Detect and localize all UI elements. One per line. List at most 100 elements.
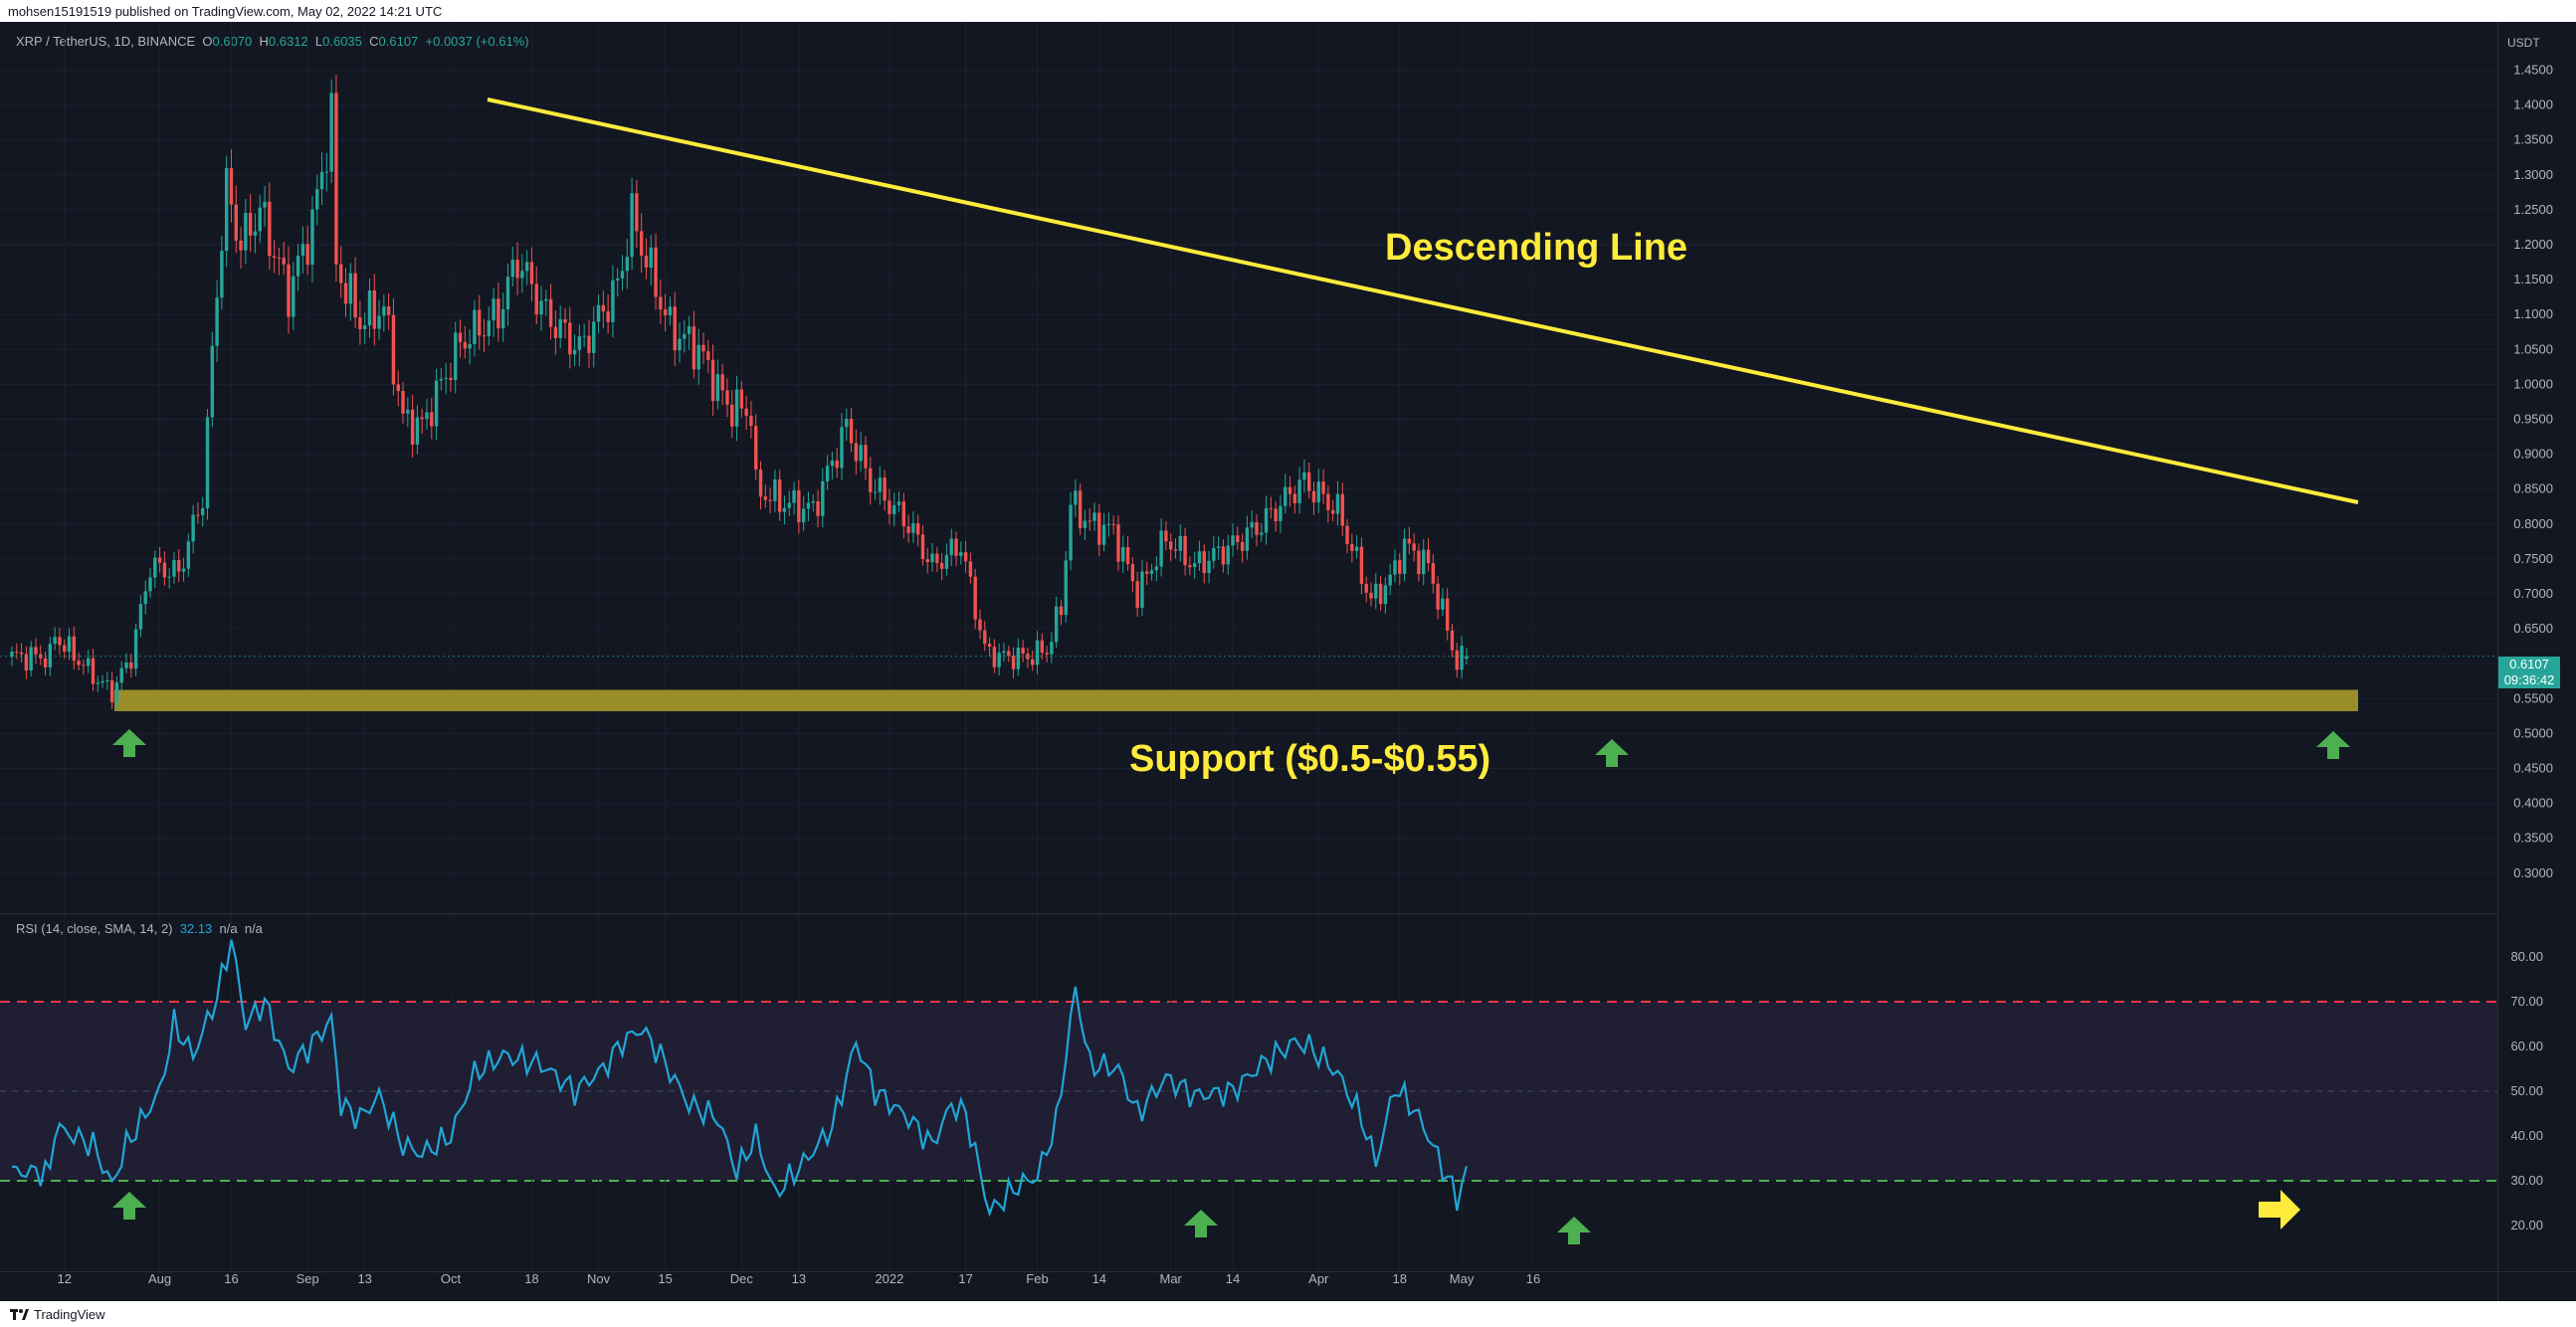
candle-body bbox=[15, 652, 19, 654]
candle-body bbox=[129, 662, 133, 669]
candle-body bbox=[821, 480, 825, 516]
candle-body bbox=[1417, 550, 1421, 575]
rsi-na-1: n/a bbox=[219, 921, 238, 936]
candle-body bbox=[277, 257, 282, 259]
descending-trendline bbox=[487, 97, 2359, 504]
candle-body bbox=[339, 264, 343, 284]
candle-body bbox=[1069, 504, 1073, 561]
candle-body bbox=[730, 404, 734, 427]
candle-body bbox=[568, 322, 572, 355]
candle-body bbox=[478, 309, 482, 336]
candle-body bbox=[334, 93, 338, 265]
candle-body bbox=[630, 193, 634, 258]
price-tick-label: 1.0000 bbox=[2513, 376, 2553, 391]
candle-body bbox=[300, 244, 305, 256]
candle-body bbox=[1231, 535, 1235, 546]
close-value: 0.6107 bbox=[378, 34, 419, 49]
candle-body bbox=[515, 260, 519, 279]
candle-body bbox=[896, 501, 901, 505]
candle-body bbox=[572, 349, 577, 355]
candle-body bbox=[692, 326, 696, 370]
candle-body bbox=[587, 335, 591, 353]
candle-body bbox=[544, 298, 548, 301]
candle-body bbox=[367, 289, 372, 326]
price-tick-label: 0.7500 bbox=[2513, 551, 2553, 566]
candle-body bbox=[654, 247, 658, 297]
candle-body bbox=[1216, 546, 1221, 548]
up-arrow-icon bbox=[2316, 731, 2350, 759]
time-tick-label: Aug bbox=[148, 1271, 171, 1286]
candle-body bbox=[224, 168, 229, 252]
candle-body bbox=[768, 499, 772, 501]
candle-body bbox=[782, 507, 787, 512]
candle-body bbox=[1088, 520, 1091, 522]
current-price: 0.6107 bbox=[2509, 657, 2549, 671]
candle-body bbox=[415, 417, 420, 445]
candle-body bbox=[138, 604, 143, 630]
time-tick-label: 2022 bbox=[875, 1271, 903, 1286]
candle-body bbox=[1240, 541, 1245, 551]
candle-body bbox=[1154, 566, 1159, 571]
candle-body bbox=[1040, 640, 1044, 654]
high-value: 0.6312 bbox=[268, 34, 308, 49]
price-axis-border bbox=[2497, 22, 2498, 1301]
candle-body bbox=[1045, 653, 1049, 655]
candle-body bbox=[787, 502, 791, 508]
candle-body bbox=[758, 470, 763, 497]
candle-body bbox=[1402, 538, 1407, 574]
candle-body bbox=[878, 477, 883, 492]
low-label: L bbox=[314, 34, 323, 49]
candle-body bbox=[1245, 527, 1250, 551]
candle-body bbox=[845, 419, 849, 428]
price-tick-label: 0.7000 bbox=[2513, 586, 2553, 601]
candle-body bbox=[1192, 563, 1197, 568]
candle-body bbox=[91, 658, 96, 684]
up-arrow-icon bbox=[1557, 1217, 1591, 1244]
candle-body bbox=[268, 201, 272, 257]
candle-body bbox=[186, 541, 191, 569]
candle-body bbox=[258, 207, 262, 232]
candle-body bbox=[282, 258, 286, 265]
candle-body bbox=[425, 412, 429, 420]
candle-body bbox=[124, 662, 128, 668]
candle-body bbox=[77, 661, 81, 665]
candle-body bbox=[454, 332, 458, 381]
candle-body bbox=[1388, 574, 1392, 586]
candle-body bbox=[1054, 606, 1059, 643]
candle-body bbox=[343, 283, 348, 304]
time-tick-label: Feb bbox=[1026, 1271, 1048, 1286]
candle-body bbox=[1255, 521, 1259, 535]
currency-label[interactable]: USDT bbox=[2507, 36, 2540, 50]
candle-body bbox=[463, 342, 468, 349]
candle-body bbox=[710, 359, 715, 402]
candle-body bbox=[162, 562, 167, 578]
candle-body bbox=[763, 496, 767, 500]
price-tick-label: 0.8000 bbox=[2513, 516, 2553, 531]
candle-body bbox=[348, 273, 353, 304]
candle-body bbox=[510, 260, 514, 278]
candle-body bbox=[292, 276, 296, 317]
candle-body bbox=[558, 318, 562, 338]
candle-body bbox=[1130, 564, 1135, 582]
candle-body bbox=[1145, 571, 1149, 574]
rsi-tick-label: 80.00 bbox=[2510, 949, 2543, 964]
candle-body bbox=[873, 491, 878, 493]
candle-body bbox=[715, 374, 720, 402]
time-tick-label: Nov bbox=[587, 1271, 611, 1286]
candle-body bbox=[1431, 563, 1436, 584]
pane-separator[interactable] bbox=[0, 913, 2497, 914]
candle-body bbox=[582, 335, 586, 337]
candle-body bbox=[744, 408, 748, 416]
low-value: 0.6035 bbox=[322, 34, 362, 49]
rsi-tick-label: 50.00 bbox=[2510, 1083, 2543, 1098]
candle-body bbox=[1011, 656, 1016, 669]
candle-body bbox=[539, 300, 543, 315]
candle-body bbox=[773, 478, 777, 501]
candle-body bbox=[720, 374, 724, 391]
symbol-name[interactable]: XRP / TetherUS, 1D, BINANCE bbox=[16, 34, 196, 49]
candle-body bbox=[210, 345, 215, 418]
candle-body bbox=[620, 271, 625, 279]
rsi-label[interactable]: RSI (14, close, SMA, 14, 2) bbox=[16, 921, 173, 936]
candle-body bbox=[315, 189, 319, 210]
